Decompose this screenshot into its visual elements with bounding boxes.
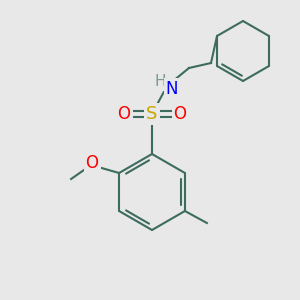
Text: S: S	[146, 105, 158, 123]
Text: H: H	[154, 74, 166, 88]
Text: N: N	[166, 80, 178, 98]
Text: O: O	[85, 154, 99, 172]
Text: O: O	[118, 105, 130, 123]
Text: O: O	[173, 105, 187, 123]
